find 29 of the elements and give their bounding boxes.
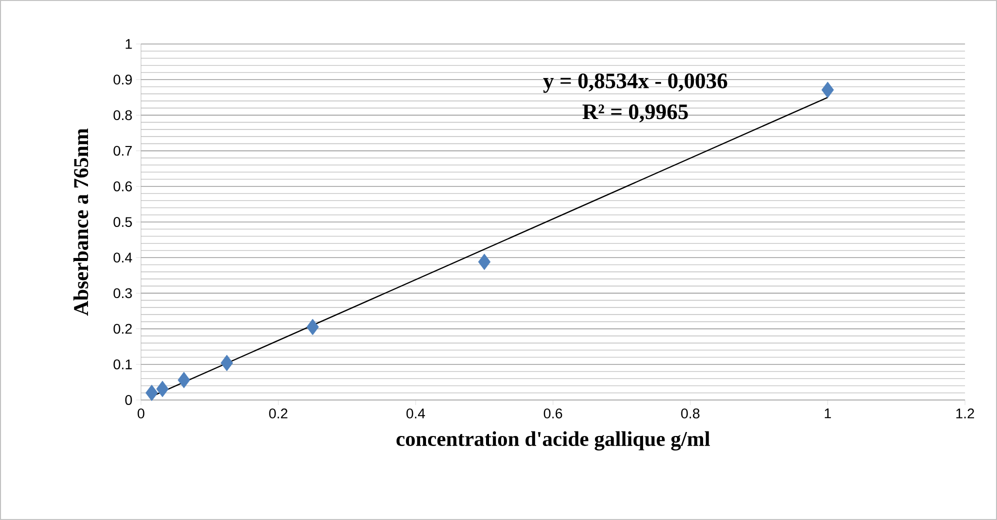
y-tick-label: 0.7 <box>114 146 132 156</box>
y-tick-label: 0.2 <box>114 324 132 334</box>
y-axis-title: Abserbance a 765nm <box>73 128 88 316</box>
y-tick-label: 0.6 <box>114 181 132 192</box>
x-tick-label: 0.2 <box>269 408 288 418</box>
point <box>146 384 158 402</box>
annotation: R² = 0,9965 <box>582 104 688 122</box>
point <box>478 254 491 270</box>
y-tick-label: 0.5 <box>114 217 132 227</box>
y-tick-label: 0.1 <box>114 359 132 370</box>
x-tick-label: 0.4 <box>406 408 425 418</box>
point <box>306 318 319 336</box>
y-tick-label: 0.8 <box>114 110 132 120</box>
y-tick-label: 0.3 <box>114 288 132 298</box>
x-tick-label: 1.2 <box>956 408 974 418</box>
annotation: y = 0,8534x - 0,0036 <box>543 73 728 93</box>
x-tick-label: 0.6 <box>544 408 562 418</box>
point <box>156 380 169 398</box>
x-axis-title: concentration d'acide gallique g/ml <box>396 431 710 450</box>
point <box>821 82 834 98</box>
y-tick-label: 0.9 <box>114 74 132 85</box>
x-tick-label: 1 <box>824 408 831 418</box>
y-tick-label: 0 <box>125 395 132 405</box>
x-tick-label: 0.8 <box>681 408 700 418</box>
x-tick-label: 0 <box>138 408 144 418</box>
point <box>178 372 190 388</box>
y-tick-label: 0.4 <box>114 252 132 263</box>
y-tick-label: 1 <box>126 39 132 49</box>
point <box>220 354 234 372</box>
